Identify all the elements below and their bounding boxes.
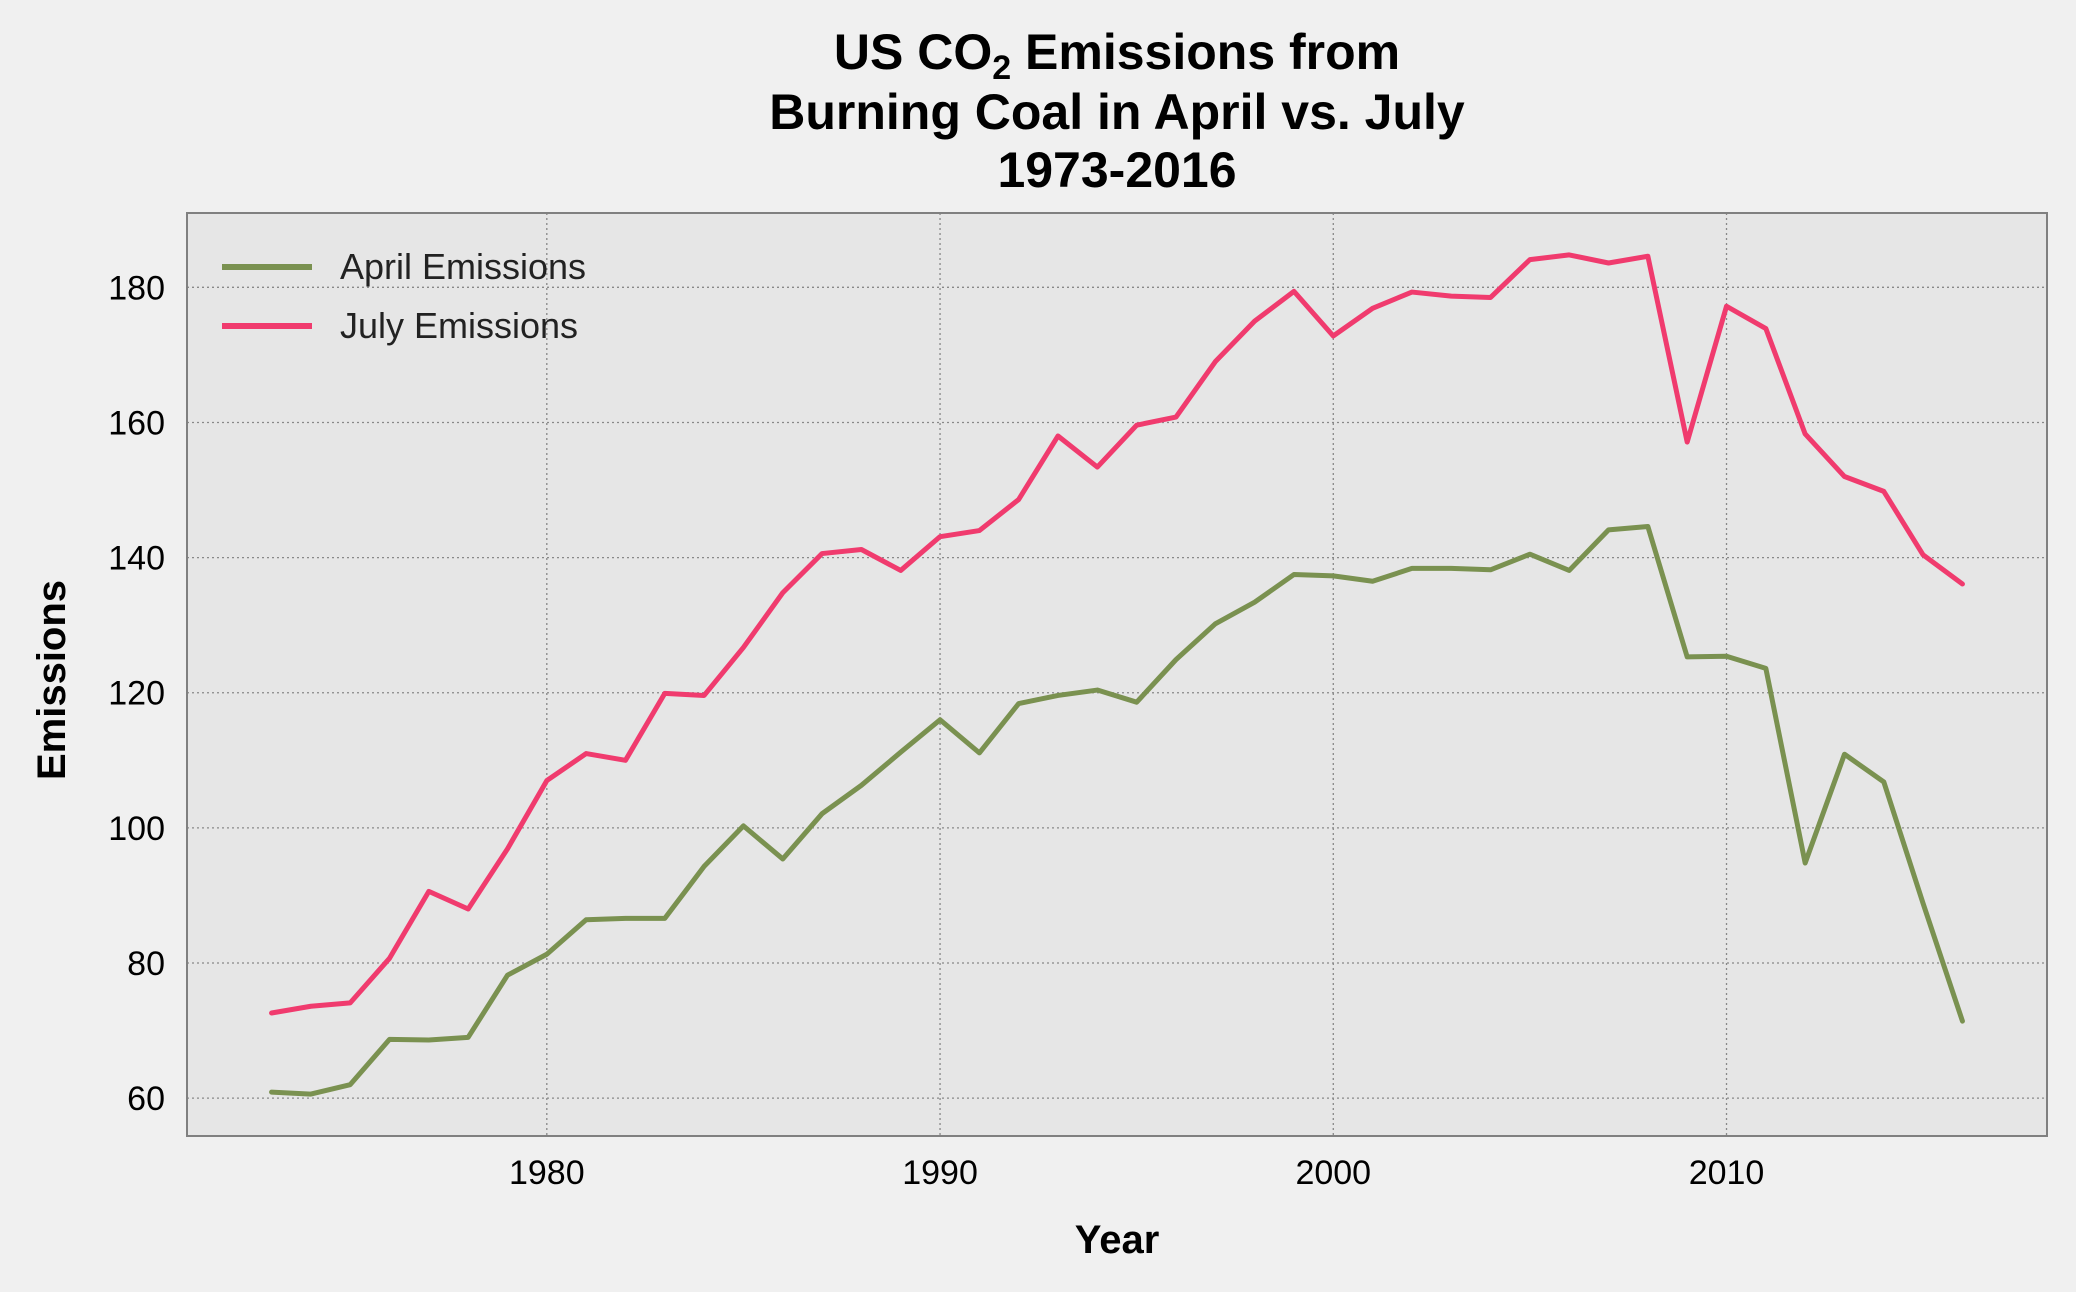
- legend: April Emissions July Emissions: [222, 246, 586, 346]
- x-tick-label: 2000: [1295, 1154, 1371, 1192]
- plot-frame: [186, 212, 2048, 1137]
- chart-title-line-1: US CO2 Emissions from: [834, 24, 1400, 87]
- y-tick-label: 160: [108, 404, 165, 442]
- series-lines: [269, 252, 1965, 1097]
- y-tick-label: 80: [127, 945, 165, 983]
- chart-title-line-2: Burning Coal in April vs. July: [769, 84, 1465, 140]
- grid: [187, 213, 2047, 1136]
- x-tick-label: 1990: [902, 1154, 978, 1192]
- chart-title-line-3: 1973-2016: [997, 142, 1236, 198]
- legend-label-april: April Emissions: [340, 246, 586, 287]
- y-tick-label: 140: [108, 540, 165, 578]
- y-tick-label: 100: [108, 810, 165, 848]
- plot-area: [187, 213, 2047, 1136]
- x-tick-label: 2010: [1689, 1154, 1765, 1192]
- x-tick-label: 1980: [509, 1154, 585, 1192]
- y-tick-label: 60: [127, 1080, 165, 1118]
- series-line-july: [269, 252, 1965, 1016]
- y-tick-label: 180: [108, 269, 165, 307]
- series-line-april: [269, 524, 1965, 1097]
- y-axis-label: Emissions: [30, 580, 74, 780]
- legend-label-july: July Emissions: [340, 305, 578, 346]
- tick-labels: 1980 1990 2000 2010 60 80 100 120 140 160 180: [108, 269, 1764, 1192]
- x-axis-label: Year: [1075, 1218, 1160, 1262]
- y-tick-label: 120: [108, 675, 165, 713]
